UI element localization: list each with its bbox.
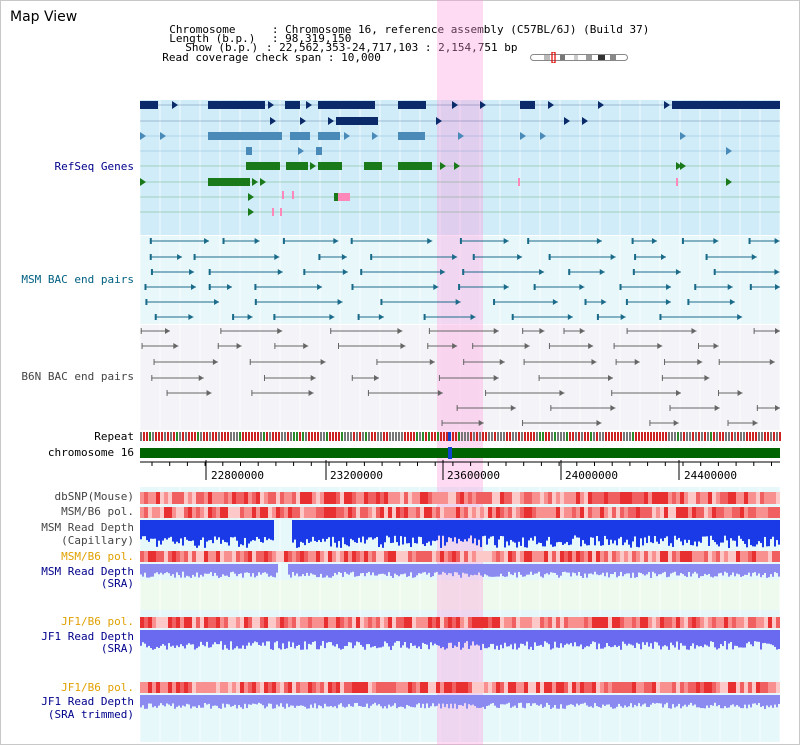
track-label-msm-depth-capillary-sub: (Capillary): [61, 534, 134, 547]
info-length-row: Length (b.p.) : 98,319,150: [150, 22, 351, 44]
info-show-value: 22,562,353-24,717,103 : 2,154,751 bp: [279, 41, 518, 54]
chromosome-ideogram[interactable]: [530, 52, 628, 63]
b6n-bac-track-background: [140, 325, 780, 430]
msm-bac-track-background: [140, 236, 780, 324]
axis-tick-label: 22800000: [211, 469, 264, 482]
track-label-refseq[interactable]: RefSeq Genes: [54, 160, 134, 173]
info-chromosome-row: Chromosome : Chromosome 16, reference as…: [150, 13, 649, 35]
info-sep: :: [321, 51, 342, 64]
info-length-value: 98,319,150: [285, 32, 352, 45]
axis-tick-label: 24000000: [565, 469, 618, 482]
info-coverage-label: Read coverage check span: [162, 51, 322, 64]
info-chromosome-label: Chromosome: [169, 23, 236, 36]
track-label-msm-depth-sra-sub: (SRA): [100, 577, 134, 590]
sra-depth-background: [140, 580, 780, 610]
track-label-dbsnp[interactable]: dbSNP(Mouse): [54, 490, 134, 503]
axis-tick-label: 24400000: [684, 469, 737, 482]
ideogram-position-marker: [551, 52, 556, 63]
refseq-track-background: [140, 100, 780, 235]
info-sep: :: [265, 23, 286, 36]
info-coverage-row: Read coverage check span : 10,000: [149, 41, 381, 63]
lower-tracks-background: [140, 487, 780, 742]
track-label-jf1-depth-sra[interactable]: JF1 Read Depth: [41, 630, 134, 643]
info-chromosome-value: Chromosome 16, reference assembly (C57BL…: [285, 23, 650, 36]
track-label-msm-bac[interactable]: MSM BAC end pairs: [21, 273, 134, 286]
axis-tick-label: 23200000: [330, 469, 383, 482]
track-label-jf1-depth-trimmed-sub: (SRA trimmed): [47, 708, 134, 721]
track-label-jf1-depth-sra-sub: (SRA): [100, 642, 134, 655]
track-label-jf1-b6-pol-trimmed[interactable]: JF1/B6 pol.: [61, 681, 134, 694]
info-length-label: Length (b.p.): [169, 32, 256, 45]
track-label-msm-b6-pol-sra[interactable]: MSM/B6 pol.: [61, 550, 134, 563]
track-label-chromosome: chromosome 16: [47, 446, 134, 459]
track-label-msm-depth-capillary[interactable]: MSM Read Depth: [41, 521, 134, 534]
axis-tick-label: 23600000: [447, 469, 500, 482]
info-show-label: Show (b.p.): [185, 41, 259, 54]
track-label-jf1-depth-trimmed[interactable]: JF1 Read Depth: [41, 695, 134, 708]
info-sep: :: [259, 41, 280, 54]
track-label-msm-depth-sra[interactable]: MSM Read Depth: [41, 565, 134, 578]
track-label-msm-b6-pol[interactable]: MSM/B6 pol.: [61, 505, 134, 518]
info-show-row: Show (b.p.) : 22,562,353-24,717,103 : 2,…: [150, 31, 518, 54]
track-label-b6n-bac[interactable]: B6N BAC end pairs: [21, 370, 134, 383]
info-sep: :: [265, 32, 286, 45]
track-label-repeat[interactable]: Repeat: [94, 430, 134, 443]
page-title: Map View: [10, 9, 78, 25]
track-label-jf1-b6-pol[interactable]: JF1/B6 pol.: [61, 615, 134, 628]
info-coverage-value: 10,000: [341, 51, 381, 64]
